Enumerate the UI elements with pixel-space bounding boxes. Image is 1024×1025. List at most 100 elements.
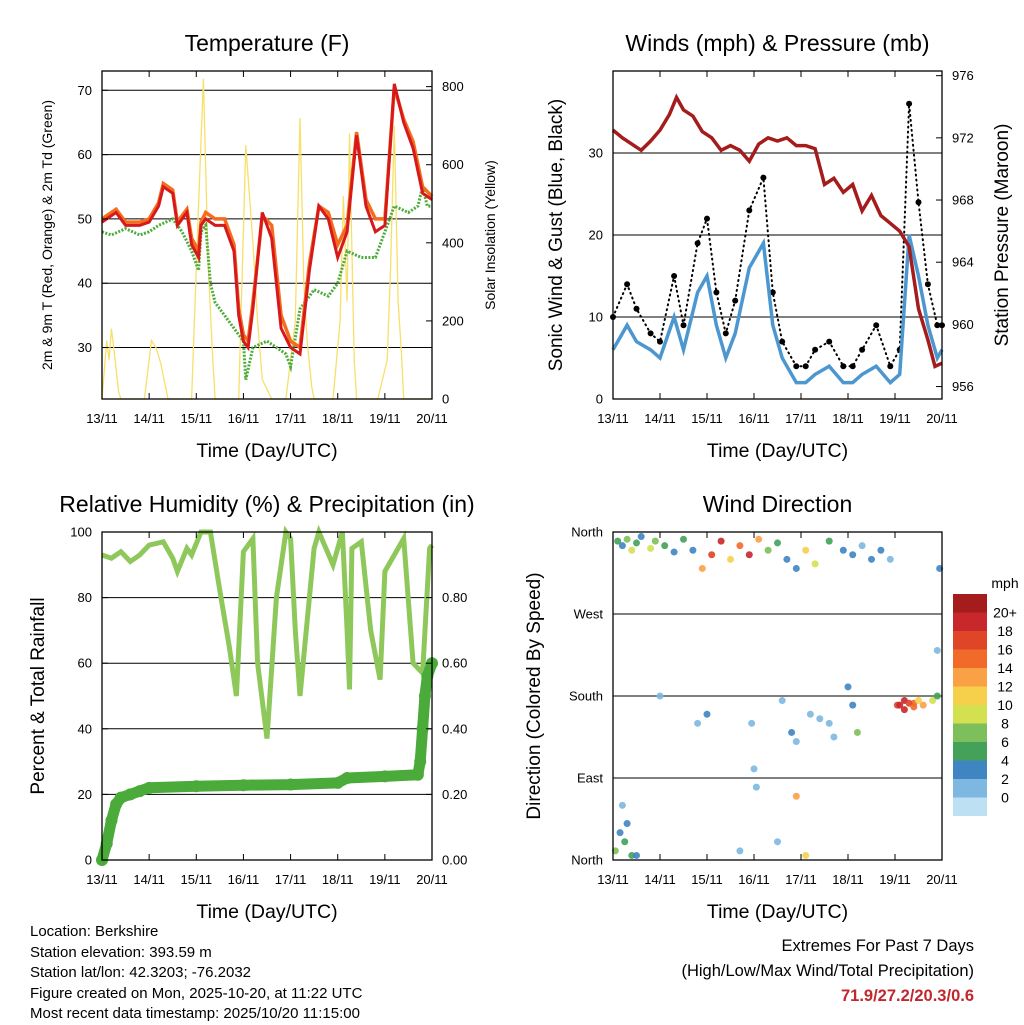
y2-tick-label: 0.00: [442, 853, 467, 868]
x-tick-label: 17/11: [785, 872, 817, 887]
x-tick-label: 13/11: [597, 411, 629, 426]
legend-swatch: [953, 723, 987, 742]
wind-direction-point: [830, 733, 838, 741]
wind-direction-point: [811, 560, 819, 568]
sonic-wind-line: [611, 234, 944, 386]
wind-direction-point: [788, 728, 796, 736]
y-tick-label: South: [569, 689, 603, 704]
wind-direction-point: [905, 699, 913, 707]
y2-tick-label: 968: [952, 193, 974, 208]
x-tick-label: 20/11: [416, 872, 448, 887]
wind-direction-point: [637, 533, 645, 541]
y2-tick-label: 964: [952, 255, 974, 270]
x-tick-label: 18/11: [832, 872, 864, 887]
x-tick-label: 14/11: [644, 872, 676, 887]
y2-tick-label: 400: [442, 235, 464, 250]
y2-axis-label: Solar Insolation (Yellow): [482, 160, 498, 310]
y2-tick-label: 0.60: [442, 656, 467, 671]
extremes-values: 71.9/27.2/20.3/0.6: [840, 987, 974, 1005]
wind-direction-point: [745, 551, 753, 559]
y2-tick-label: 800: [442, 79, 464, 94]
wind-direction-point: [802, 851, 810, 859]
wind-direction-point: [618, 801, 626, 809]
legend-title: mph: [991, 575, 1018, 591]
wind-direction-point: [853, 728, 861, 736]
wind-direction-point: [647, 544, 655, 552]
wind-direction-point: [792, 564, 800, 572]
chart-title: Relative Humidity (%) & Precipitation (i…: [59, 491, 474, 517]
y-tick-label: 30: [78, 340, 92, 355]
wind-direction-point: [844, 683, 852, 691]
y-axis-label: Direction (Colored By Speed): [524, 572, 545, 819]
station-info: Location: Berkshire Station elevation: 3…: [30, 922, 362, 1025]
x-tick-label: 20/11: [926, 411, 958, 426]
x-tick-label: 15/11: [691, 411, 723, 426]
x-tick-label: 13/11: [86, 411, 118, 426]
x-tick-label: 18/11: [832, 411, 864, 426]
wind-direction-point: [900, 706, 908, 714]
x-tick-label: 16/11: [228, 411, 260, 426]
wind-direction-point: [616, 829, 624, 837]
extremes-box: Extremes For Past 7 Days (High/Low/Max W…: [681, 934, 974, 1009]
x-tick-label: 13/11: [86, 872, 118, 887]
wind-direction-point: [774, 539, 781, 547]
y-tick-label: 0: [596, 392, 603, 407]
wind-direction-point: [748, 719, 756, 727]
legend-swatch: [953, 668, 987, 687]
wind-direction-point: [694, 719, 702, 727]
wind-direction-point: [806, 710, 814, 718]
y2-tick-label: 972: [952, 130, 974, 145]
y-axis-label: 2m & 9m T (Red, Orange) & 2m Td (Green): [39, 100, 55, 370]
wind-direction-point: [623, 535, 631, 543]
legend-swatch: [953, 779, 987, 798]
wind-direction-point: [877, 546, 885, 554]
wind-direction-point: [661, 542, 669, 550]
wind-direction-point: [886, 555, 894, 563]
wind-direction-point: [783, 555, 791, 563]
precipitation-point: [284, 778, 297, 791]
y-tick-label: 40: [78, 721, 92, 736]
y-tick-label: 10: [589, 310, 603, 325]
solar-insolation-line: [101, 78, 432, 400]
y-tick-label: 60: [78, 656, 92, 671]
wind-direction-point: [792, 738, 800, 746]
wind-direction-point: [896, 701, 904, 709]
legend-swatch: [953, 797, 987, 816]
wind-direction-point: [929, 697, 937, 705]
precipitation-point: [105, 814, 118, 827]
wind-direction-point: [633, 851, 640, 859]
y-tick-label: West: [574, 607, 604, 622]
chart-title: Winds (mph) & Pressure (mb): [625, 30, 929, 56]
x-tick-label: 19/11: [369, 411, 401, 426]
precipitation-point: [421, 670, 434, 683]
figure-created: Figure created on Mon, 2025-10-20, at 11…: [30, 984, 363, 1002]
x-tick-label: 19/11: [879, 872, 911, 887]
temp-2m-line: [101, 83, 433, 357]
wind-direction-point: [825, 719, 833, 727]
wind-direction-point: [802, 546, 810, 554]
gust-point: [769, 289, 776, 296]
wind-direction-point: [727, 555, 734, 563]
wind-direction-point: [778, 697, 786, 705]
gust-point: [934, 322, 941, 329]
legend-label: 12: [997, 679, 1013, 695]
wind-direction-point: [839, 546, 847, 554]
data-timestamp: Most recent data timestamp: 2025/10/20 1…: [30, 1005, 360, 1022]
y2-tick-label: 960: [952, 317, 974, 332]
y-tick-label: 20: [78, 787, 92, 802]
precipitation-point: [124, 788, 137, 801]
wind-direction-point: [933, 692, 941, 700]
extremes-subtitle: (High/Low/Max Wind/Total Precipitation): [681, 962, 974, 980]
station-elevation: Station elevation: 393.59 m: [30, 943, 212, 961]
station-latlon: Station lat/lon: 42.3203; -76.2032: [30, 964, 252, 981]
x-axis-label: Time (Day/UTC): [707, 440, 848, 462]
wind-direction-point: [752, 783, 760, 791]
precipitation-point: [100, 837, 113, 850]
x-tick-label: 18/11: [322, 872, 354, 887]
legend-swatch: [953, 594, 987, 613]
wind-direction-point: [755, 535, 763, 543]
y-tick-label: North: [571, 525, 603, 540]
gust-point: [915, 199, 922, 206]
wind-direction-point: [717, 537, 725, 545]
wind-direction-point: [736, 542, 744, 550]
